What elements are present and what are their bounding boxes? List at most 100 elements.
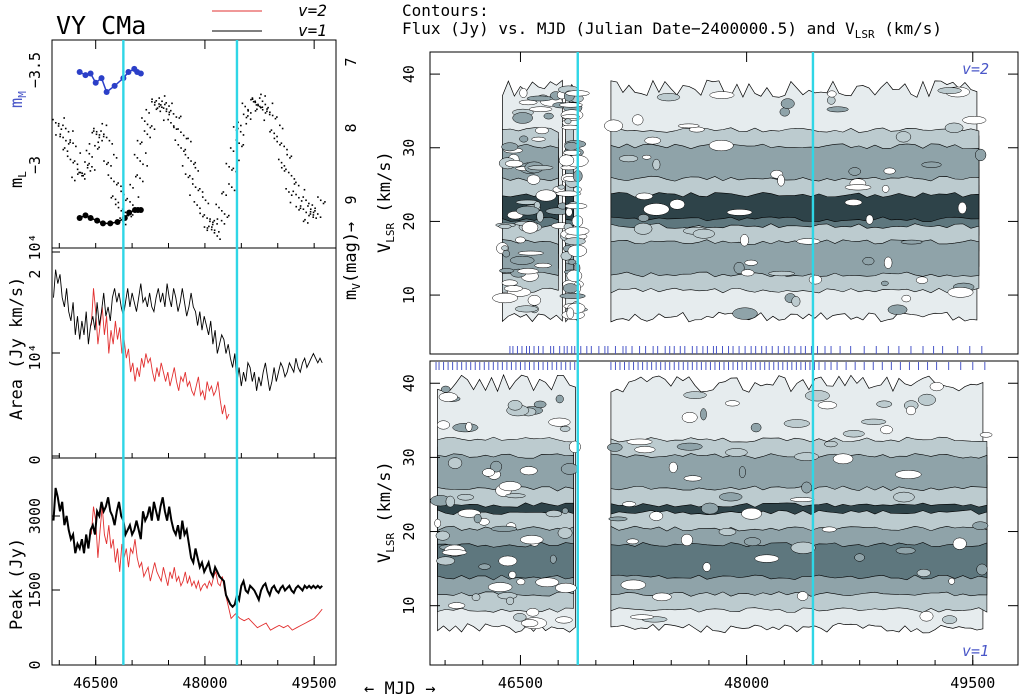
- mv-point: [88, 152, 91, 155]
- mv-point: [206, 229, 209, 232]
- contour-blob: [452, 423, 479, 433]
- contour-blob: [465, 421, 473, 432]
- contour-blob: [901, 294, 912, 303]
- mv-point: [94, 144, 96, 147]
- mv-point: [187, 157, 190, 159]
- mv-point: [259, 106, 262, 109]
- contour-blob: [827, 96, 836, 105]
- mv-point: [329, 0, 331, 2]
- mv-point: [312, 216, 315, 218]
- mv-point: [276, 135, 278, 138]
- contour-label-v2: v=2: [962, 60, 989, 78]
- mv-point: [299, 207, 302, 210]
- mv-point: [172, 125, 175, 127]
- contour-blob: [683, 475, 702, 482]
- mv-point: [197, 189, 200, 192]
- mv-point: [258, 97, 261, 99]
- mv-point: [151, 98, 153, 100]
- mv-point: [209, 220, 211, 223]
- mv-point: [139, 160, 141, 162]
- contour-blob: [972, 521, 989, 530]
- contour-blob: [505, 493, 526, 499]
- contour-blob: [804, 390, 830, 402]
- contour-blob: [808, 274, 822, 285]
- mv-point: [95, 133, 98, 136]
- mv-point: [103, 133, 105, 136]
- area-ylabel: Area (Jy km/s): [7, 277, 27, 420]
- contour-blob: [669, 199, 685, 210]
- contour-blob: [604, 119, 623, 132]
- mv-point: [91, 131, 94, 134]
- mv-point: [270, 129, 273, 131]
- mv-point: [221, 192, 223, 195]
- left-frame: [51, 39, 337, 666]
- mv-point: [187, 176, 190, 179]
- mv-point: [276, 116, 278, 118]
- mv-point: [221, 210, 223, 212]
- x-tick-label: 46500: [73, 674, 118, 692]
- mv-point: [191, 178, 194, 180]
- contour-blob: [513, 613, 527, 622]
- mv-point: [117, 201, 120, 204]
- header-line1: Contours:: [402, 1, 489, 20]
- contour-blob: [520, 619, 539, 628]
- mv-point: [303, 188, 306, 191]
- mv-point: [280, 166, 283, 169]
- contour-band: [610, 143, 980, 182]
- mv-point: [78, 171, 80, 174]
- mv-point: [69, 141, 71, 144]
- mv-point: [115, 157, 118, 159]
- mv-point: [126, 197, 129, 200]
- mv-point: [293, 178, 296, 180]
- area-tick-label: 2 10⁴: [26, 233, 44, 278]
- contour-blob: [498, 481, 522, 492]
- mv-point: [158, 97, 161, 99]
- contour-blob: [768, 270, 795, 277]
- mv-point: [247, 110, 249, 112]
- contour-blob: [557, 184, 566, 190]
- mv-point: [292, 190, 295, 193]
- contour-blob: [561, 507, 569, 515]
- mv-point: [264, 112, 267, 114]
- mv-point: [203, 214, 206, 216]
- contour-blob: [516, 205, 540, 216]
- mv-point: [314, 207, 316, 210]
- mv-point: [244, 105, 247, 108]
- mM-point: [125, 69, 132, 75]
- mv-point: [213, 229, 216, 232]
- contour-blob: [790, 497, 815, 502]
- mv-point: [132, 204, 134, 206]
- mv-point: [309, 208, 312, 210]
- contour-blob: [555, 394, 564, 404]
- contour-blob: [750, 422, 762, 433]
- mv-point: [124, 223, 127, 226]
- contour-blob: [548, 417, 571, 427]
- mv-point: [105, 136, 108, 139]
- contour-blob: [791, 296, 801, 307]
- mv-point: [101, 139, 103, 142]
- contour-blob: [534, 262, 552, 269]
- contour-blob: [916, 568, 931, 577]
- mv-point: [159, 110, 162, 113]
- contour-blob: [848, 167, 862, 176]
- mv-point: [62, 148, 65, 151]
- contour-blob: [558, 102, 583, 108]
- mv-point: [255, 104, 258, 106]
- contour-blob: [944, 122, 964, 133]
- mv-point: [76, 168, 79, 171]
- mv-point: [247, 108, 249, 111]
- mv-point: [197, 170, 200, 172]
- mv-point: [247, 115, 249, 117]
- peak-tick-label: 0: [26, 660, 44, 669]
- contour-blob: [527, 165, 554, 171]
- mv-point: [114, 198, 117, 201]
- mv-point: [158, 103, 160, 105]
- contour-blob: [668, 461, 678, 473]
- contour-blob: [947, 287, 974, 298]
- mv-point: [57, 122, 60, 125]
- mv-point: [254, 100, 256, 103]
- mv-point: [302, 196, 305, 198]
- mv-point: [198, 188, 201, 190]
- contour-blob: [700, 408, 707, 421]
- mL-point: [99, 220, 106, 227]
